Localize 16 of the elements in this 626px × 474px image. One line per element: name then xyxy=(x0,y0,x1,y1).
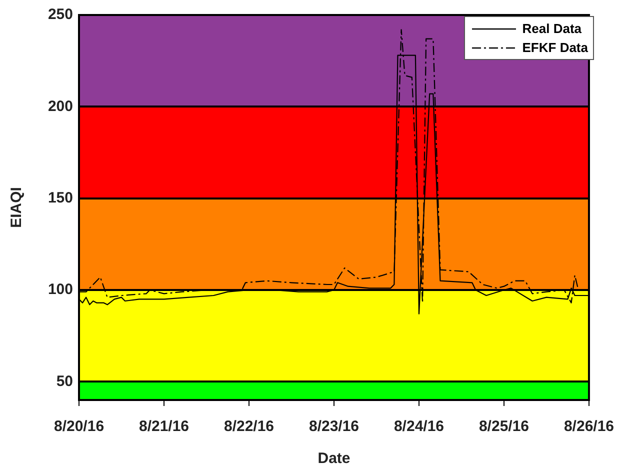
x-tick-label: 8/22/16 xyxy=(224,418,274,436)
x-tick-label: 8/24/16 xyxy=(394,418,444,436)
x-tick-label: 8/20/16 xyxy=(54,418,104,436)
x-tick-label: 8/23/16 xyxy=(308,418,360,436)
y-tick-label: 150 xyxy=(48,189,73,206)
y-tick-label: 250 xyxy=(48,6,73,24)
x-tick-label: 8/26/16 xyxy=(564,418,614,436)
legend-label: Real Data xyxy=(522,20,582,38)
legend-label: EFKF Data xyxy=(522,39,588,57)
y-tick-label: 200 xyxy=(48,98,73,115)
y-tick-label: 50 xyxy=(56,372,73,390)
x-tick-label: 8/21/16 xyxy=(138,418,190,436)
x-axis-title: Date xyxy=(318,450,350,468)
y-tick-label: 100 xyxy=(48,281,73,298)
x-tick-label: 8/25/16 xyxy=(478,418,530,436)
y-axis-title: EIAQI xyxy=(8,187,26,228)
